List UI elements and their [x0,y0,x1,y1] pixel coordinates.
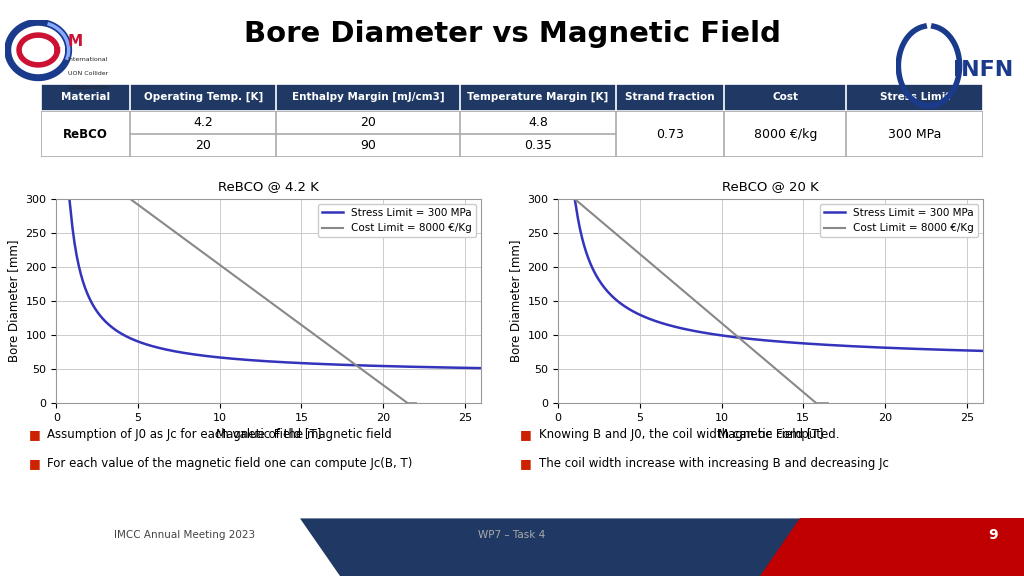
Text: 8000 €/kg: 8000 €/kg [754,128,817,141]
Cost Limit = 8000 €/Kg [781,376,794,382]
Text: Collaboration: Collaboration [68,85,110,90]
Text: International: International [68,57,109,62]
Text: 90: 90 [360,139,376,152]
Text: 4.8: 4.8 [528,116,548,129]
Text: Assumption of J0 as Jc for each value of the magnetic field: Assumption of J0 as Jc for each value of… [47,429,392,441]
Line: Cost Limit = 8000 €/Kg: Cost Limit = 8000 €/Kg [130,199,416,403]
Text: ■: ■ [29,429,40,441]
Cost Limit = 8000 €/Kg [811,400,823,407]
Text: ■: ■ [29,457,40,470]
Legend: Stress Limit = 300 MPa, Cost Limit = 8000 €/Kg: Stress Limit = 300 MPa, Cost Limit = 800… [317,204,476,237]
Cost Limit = 8000 €/Kg [798,389,810,396]
Cost Limit = 8000 €/Kg [124,195,136,202]
Text: 300 MPa: 300 MPa [888,128,941,141]
Text: Stress Limit: Stress Limit [880,92,950,103]
Stress Limit = 300 MPa [475,365,487,372]
Stress Limit = 300 MPa [362,362,375,369]
X-axis label: Magnetic Field [T]: Magnetic Field [T] [216,429,322,441]
Cost Limit = 8000 €/Kg [723,327,735,334]
Text: ReBCO: ReBCO [63,128,109,141]
Text: 20: 20 [360,116,376,129]
Text: Temperature Margin [K]: Temperature Margin [K] [467,92,608,103]
Text: UON Collider: UON Collider [68,71,109,76]
Polygon shape [760,518,1024,576]
Cost Limit = 8000 €/Kg [821,400,834,407]
Text: Operating Temp. [K]: Operating Temp. [K] [143,92,263,103]
Cost Limit = 8000 €/Kg [719,323,731,329]
Cost Limit = 8000 €/Kg [569,196,582,203]
Cost Limit = 8000 €/Kg [568,195,581,202]
Cost Limit = 8000 €/Kg [125,196,137,203]
Y-axis label: Bore Diameter [mm]: Bore Diameter [mm] [7,240,19,362]
Text: 4.2: 4.2 [194,116,213,129]
Text: 20: 20 [196,139,211,152]
Text: Material: Material [61,92,111,103]
Stress Limit = 300 MPa [360,362,373,369]
Stress Limit = 300 MPa [560,195,572,202]
Stress Limit = 300 MPa [198,352,210,359]
Cost Limit = 8000 €/Kg [383,386,395,393]
Stress Limit = 300 MPa [696,329,709,336]
Cost Limit = 8000 €/Kg [402,400,415,407]
Cost Limit = 8000 €/Kg [718,322,730,329]
Y-axis label: Bore Diameter [mm]: Bore Diameter [mm] [509,240,521,362]
Stress Limit = 300 MPa [977,347,989,354]
Stress Limit = 300 MPa [63,195,76,202]
Cost Limit = 8000 €/Kg [410,400,422,407]
Line: Cost Limit = 8000 €/Kg: Cost Limit = 8000 €/Kg [574,199,827,403]
Legend: Stress Limit = 300 MPa, Cost Limit = 8000 €/Kg: Stress Limit = 300 MPa, Cost Limit = 800… [819,204,978,237]
Stress Limit = 300 MPa [861,343,873,350]
Line: Stress Limit = 300 MPa: Stress Limit = 300 MPa [70,199,481,368]
Stress Limit = 300 MPa [822,342,835,348]
Cost Limit = 8000 €/Kg [293,320,305,327]
Stress Limit = 300 MPa [725,334,737,340]
Text: INFN: INFN [952,59,1013,79]
Text: For each value of the magnetic field one can compute Jc(B, T): For each value of the magnetic field one… [47,457,413,470]
Stress Limit = 300 MPa [610,297,623,304]
Stress Limit = 300 MPa [113,329,125,336]
Text: Enthalpy Margin [mJ/cm3]: Enthalpy Margin [mJ/cm3] [292,92,444,103]
Cost Limit = 8000 €/Kg [299,324,311,331]
Text: 9: 9 [988,528,998,541]
Title: ReBCO @ 20 K: ReBCO @ 20 K [722,180,819,194]
Text: M: M [68,34,83,49]
Text: The coil width increase with increasing B and decreasing Jc: The coil width increase with increasing … [539,457,889,470]
Stress Limit = 300 MPa [863,343,876,350]
Stress Limit = 300 MPa [323,361,335,367]
Text: ■: ■ [520,457,531,470]
Cost Limit = 8000 €/Kg [294,321,306,328]
Text: Strand fraction: Strand fraction [625,92,715,103]
Text: 0.35: 0.35 [524,139,552,152]
Polygon shape [300,518,820,576]
Text: WP7 – Task 4: WP7 – Task 4 [478,529,546,540]
Text: 0.73: 0.73 [655,128,684,141]
Text: Knowing B and J0, the coil width can be computed.: Knowing B and J0, the coil width can be … [539,429,839,441]
Text: Bore Diameter vs Magnetic Field: Bore Diameter vs Magnetic Field [244,20,780,48]
Line: Stress Limit = 300 MPa: Stress Limit = 300 MPa [566,199,983,351]
X-axis label: Magnetic Field [T]: Magnetic Field [T] [718,429,823,441]
Title: ReBCO @ 4.2 K: ReBCO @ 4.2 K [218,180,319,194]
Text: IMCC Annual Meeting 2023: IMCC Annual Meeting 2023 [114,529,255,540]
Text: Cost: Cost [772,92,798,103]
Stress Limit = 300 MPa [226,355,239,362]
Text: ■: ■ [520,429,531,441]
Cost Limit = 8000 €/Kg [365,373,377,380]
